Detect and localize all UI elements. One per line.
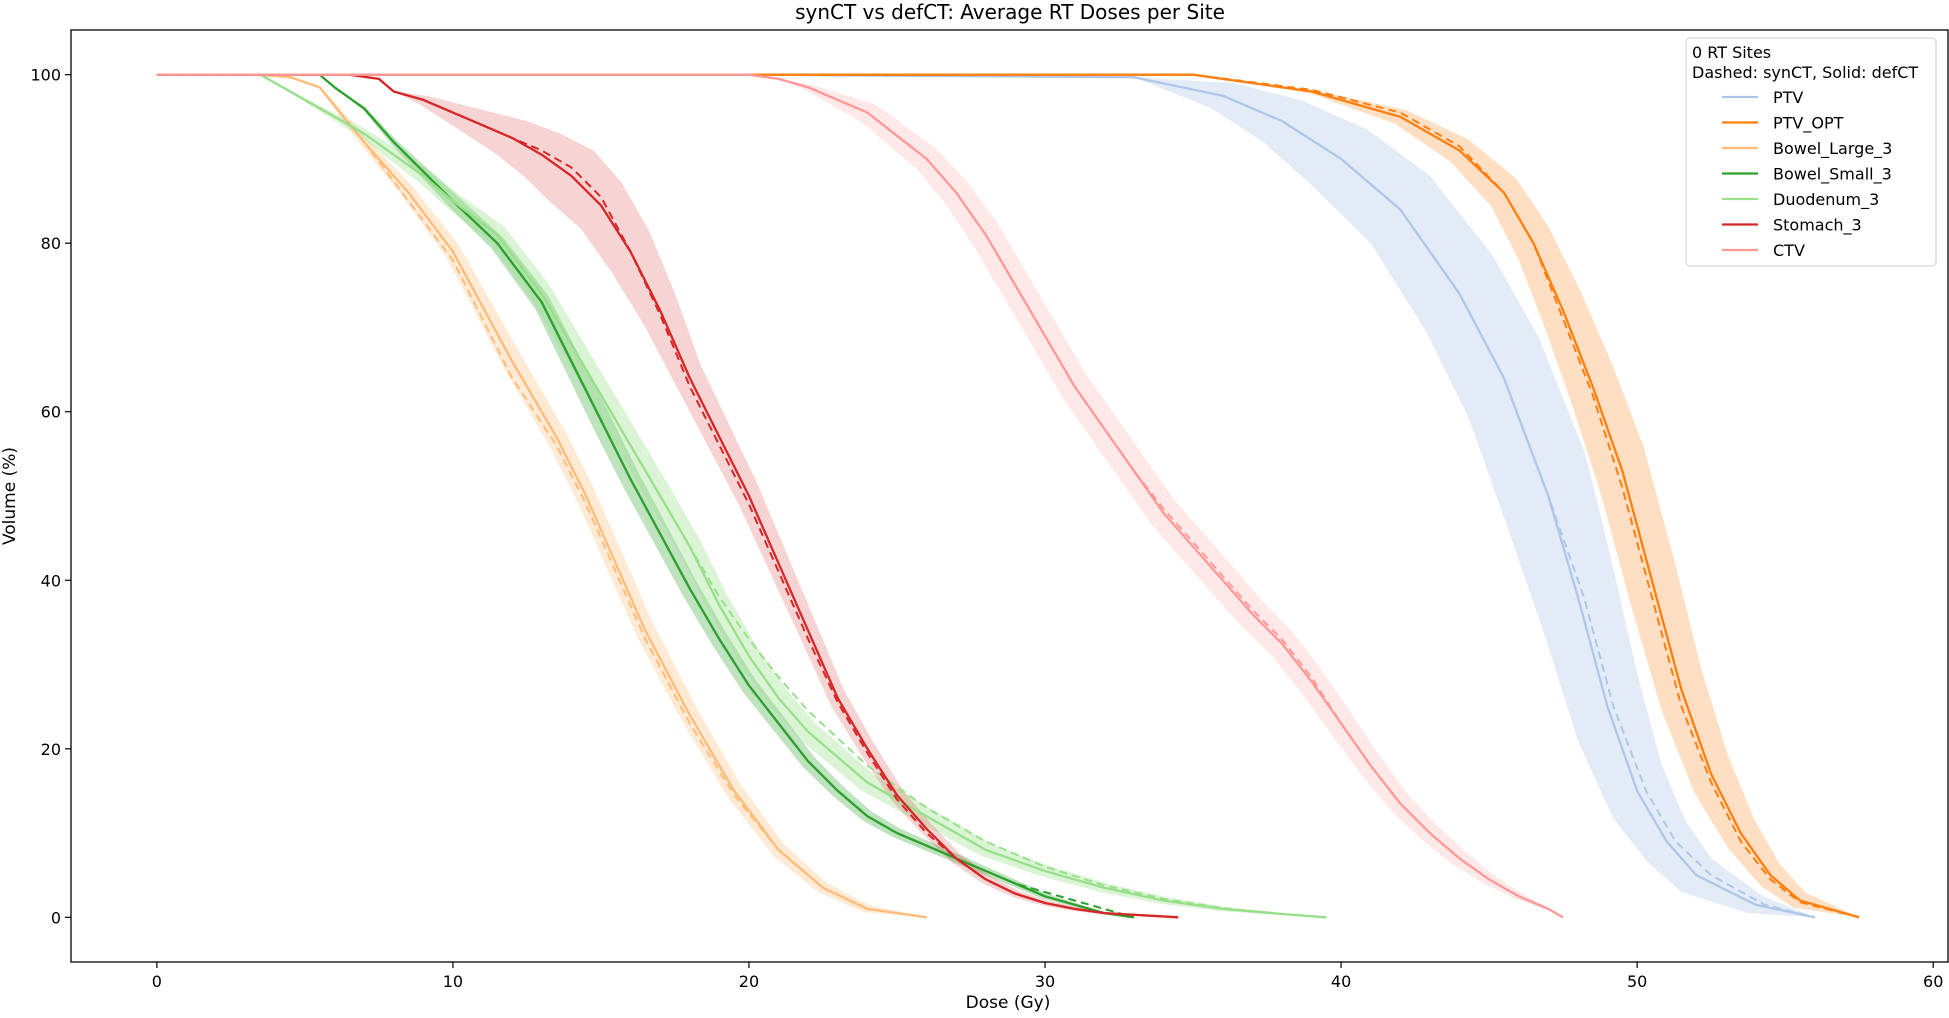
series-lines	[156, 73, 1860, 919]
y-tick-label: 40	[41, 571, 61, 590]
y-tick-label: 80	[41, 234, 61, 253]
x-tick-label: 50	[1627, 972, 1647, 991]
x-tick-label: 40	[1331, 972, 1351, 991]
line-defct-duodenum-3	[156, 73, 1327, 919]
legend-entry-ctv: CTV	[1722, 241, 1805, 260]
line-defct-ptv	[156, 73, 1816, 919]
y-tick-label: 0	[51, 908, 61, 927]
confidence-bands	[156, 74, 1860, 918]
legend-label: Stomach_3	[1773, 216, 1862, 236]
legend-label: PTV_OPT	[1773, 114, 1844, 134]
legend-entry-bowel-small-3: Bowel_Small_3	[1722, 165, 1892, 185]
legend-box	[1685, 37, 1937, 267]
y-tick-label: 100	[30, 66, 61, 85]
legend: 0 RT Sites Dashed: synCT, Solid: defCT P…	[1685, 37, 1937, 267]
line-synct-bowel-large-3	[156, 73, 927, 919]
x-tick-label: 60	[1923, 972, 1943, 991]
legend-label: CTV	[1773, 241, 1805, 260]
y-axis: 0 20 40 60 80 100	[30, 66, 71, 927]
legend-entry-ptv-opt: PTV_OPT	[1722, 114, 1844, 134]
legend-entry-ptv: PTV	[1722, 88, 1803, 107]
x-axis: 0 10 20 30 40 50 60	[152, 962, 1943, 991]
x-tick-label: 0	[152, 972, 162, 991]
line-defct-ctv	[156, 73, 1564, 919]
line-defct-bowel-small-3	[156, 73, 1134, 919]
legend-label: Bowel_Small_3	[1773, 165, 1892, 185]
legend-label: Duodenum_3	[1773, 190, 1879, 210]
legend-label: PTV	[1773, 88, 1803, 107]
x-tick-label: 20	[739, 972, 759, 991]
legend-title-line2: Dashed: synCT, Solid: defCT	[1692, 63, 1918, 82]
plot-frame	[70, 29, 1949, 963]
line-synct-ptv	[156, 73, 1816, 919]
band-ctv	[156, 74, 1564, 918]
legend-label: Bowel_Large_3	[1773, 139, 1892, 159]
legend-entry-duodenum-3: Duodenum_3	[1722, 190, 1879, 210]
chart-title: synCT vs defCT: Average RT Doses per Sit…	[795, 0, 1225, 24]
y-axis-label: Volume (%)	[0, 447, 20, 545]
y-tick-label: 20	[41, 740, 61, 759]
legend-entry-stomach-3: Stomach_3	[1722, 216, 1862, 236]
line-defct-bowel-large-3	[156, 73, 927, 919]
y-tick-label: 60	[41, 403, 61, 422]
line-synct-ptv-opt	[156, 73, 1860, 919]
band-bowel-small-3	[156, 74, 1134, 918]
legend-title-line1: 0 RT Sites	[1692, 43, 1771, 62]
x-tick-label: 30	[1035, 972, 1055, 991]
line-defct-ptv-opt	[156, 73, 1860, 919]
line-defct-stomach-3	[156, 73, 1179, 919]
band-ptv	[156, 74, 1815, 918]
x-axis-label: Dose (Gy)	[966, 993, 1051, 1013]
x-tick-label: 10	[443, 972, 463, 991]
legend-entry-bowel-large-3: Bowel_Large_3	[1722, 139, 1892, 159]
band-bowel-large-3	[156, 74, 927, 918]
